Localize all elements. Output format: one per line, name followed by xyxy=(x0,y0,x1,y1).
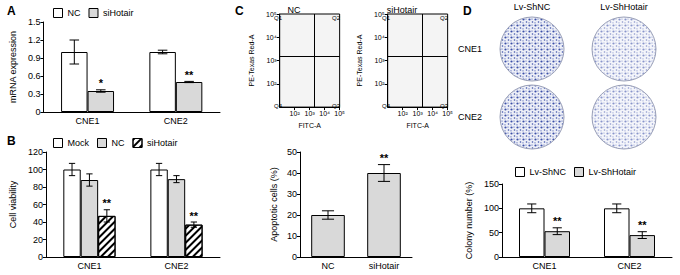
svg-text:Lv-ShHotair: Lv-ShHotair xyxy=(600,2,648,12)
svg-text:CNE1: CNE1 xyxy=(458,44,482,54)
svg-text:10⁵: 10⁵ xyxy=(334,110,345,117)
svg-text:Apoptotic cells (%): Apoptotic cells (%) xyxy=(269,167,279,242)
svg-text:**: ** xyxy=(103,197,112,209)
svg-text:60: 60 xyxy=(33,200,43,210)
svg-text:siHotair: siHotair xyxy=(369,261,400,271)
svg-text:Lv-ShHotair: Lv-ShHotair xyxy=(589,167,637,177)
svg-text:10⁴: 10⁴ xyxy=(427,110,438,117)
svg-text:0.3: 0.3 xyxy=(28,89,41,99)
svg-text:CNE2: CNE2 xyxy=(164,261,188,271)
svg-text:10²: 10² xyxy=(290,110,301,117)
svg-text:CNE2: CNE2 xyxy=(164,116,188,126)
svg-text:10⁴: 10⁴ xyxy=(319,110,330,117)
svg-text:CNE2: CNE2 xyxy=(458,112,482,122)
svg-text:NC: NC xyxy=(68,8,81,18)
svg-text:10: 10 xyxy=(287,231,297,241)
svg-text:FITC-A: FITC-A xyxy=(298,122,321,129)
svg-text:10³: 10³ xyxy=(267,57,278,64)
svg-text:C: C xyxy=(235,4,244,18)
svg-text:0: 0 xyxy=(38,252,43,262)
svg-text:100: 100 xyxy=(28,165,43,175)
svg-text:**: ** xyxy=(638,219,647,231)
svg-text:**: ** xyxy=(380,152,389,164)
svg-text:20: 20 xyxy=(33,235,43,245)
svg-text:**: ** xyxy=(190,210,199,222)
svg-text:Q3: Q3 xyxy=(332,103,341,109)
svg-text:Q1: Q1 xyxy=(382,15,391,21)
svg-text:Q3: Q3 xyxy=(440,103,449,109)
svg-text:10⁵: 10⁵ xyxy=(266,10,277,18)
svg-text:10⁵: 10⁵ xyxy=(374,10,385,18)
svg-text:Q2: Q2 xyxy=(440,15,449,21)
svg-text:*: * xyxy=(99,77,104,89)
svg-text:10⁴: 10⁴ xyxy=(374,34,385,41)
svg-text:150: 150 xyxy=(484,179,499,189)
svg-text:10⁵: 10⁵ xyxy=(442,110,453,117)
svg-text:10⁴: 10⁴ xyxy=(266,34,277,41)
svg-text:Q1: Q1 xyxy=(274,15,283,21)
svg-text:Cell viability: Cell viability xyxy=(8,180,18,228)
svg-text:0: 0 xyxy=(494,252,499,262)
svg-text:**: ** xyxy=(185,69,194,81)
svg-text:CNE2: CNE2 xyxy=(617,261,641,271)
svg-text:10³: 10³ xyxy=(375,57,386,64)
svg-text:FITC-A: FITC-A xyxy=(406,122,429,129)
svg-text:20: 20 xyxy=(287,210,297,220)
svg-text:Q2: Q2 xyxy=(332,15,341,21)
svg-text:NC: NC xyxy=(112,138,125,148)
svg-text:40: 40 xyxy=(287,168,297,178)
svg-text:siHotair: siHotair xyxy=(387,5,418,15)
svg-text:Lv-ShNC: Lv-ShNC xyxy=(530,167,567,177)
svg-text:0.6: 0.6 xyxy=(28,71,41,81)
svg-text:0: 0 xyxy=(292,252,297,262)
svg-text:Q4: Q4 xyxy=(274,103,283,109)
svg-text:Lv-ShNC: Lv-ShNC xyxy=(514,2,551,12)
svg-text:PE-Texas Red-A: PE-Texas Red-A xyxy=(356,34,363,86)
svg-text:siHotair: siHotair xyxy=(103,8,134,18)
svg-text:NC: NC xyxy=(322,261,335,271)
svg-text:50: 50 xyxy=(287,147,297,157)
svg-text:CNE1: CNE1 xyxy=(532,261,556,271)
svg-text:A: A xyxy=(7,4,16,18)
svg-text:PE-Texas Red-A: PE-Texas Red-A xyxy=(248,34,255,86)
svg-text:Colony number (%): Colony number (%) xyxy=(464,182,474,260)
svg-text:Q4: Q4 xyxy=(382,103,391,109)
svg-text:10³: 10³ xyxy=(305,110,316,117)
svg-text:NC: NC xyxy=(288,5,301,15)
svg-text:mRNA expression: mRNA expression xyxy=(8,31,18,103)
svg-text:Mock: Mock xyxy=(68,138,90,148)
svg-text:10²: 10² xyxy=(267,80,278,87)
svg-text:D: D xyxy=(463,4,472,18)
svg-text:80: 80 xyxy=(33,182,43,192)
svg-text:120: 120 xyxy=(28,147,43,157)
svg-text:CNE1: CNE1 xyxy=(77,261,101,271)
svg-text:0: 0 xyxy=(35,107,40,117)
svg-text:100: 100 xyxy=(484,203,499,213)
svg-text:10³: 10³ xyxy=(413,110,424,117)
svg-text:30: 30 xyxy=(287,189,297,199)
svg-text:10²: 10² xyxy=(375,80,386,87)
svg-text:50: 50 xyxy=(489,228,499,238)
svg-text:10²: 10² xyxy=(398,110,409,117)
svg-text:B: B xyxy=(7,134,16,148)
svg-text:0.9: 0.9 xyxy=(28,53,41,63)
svg-text:1.2: 1.2 xyxy=(28,35,41,45)
svg-text:CNE1: CNE1 xyxy=(76,116,100,126)
svg-text:1.5: 1.5 xyxy=(28,17,41,27)
svg-text:siHotair: siHotair xyxy=(147,138,178,148)
svg-text:**: ** xyxy=(553,215,562,227)
svg-text:40: 40 xyxy=(33,217,43,227)
